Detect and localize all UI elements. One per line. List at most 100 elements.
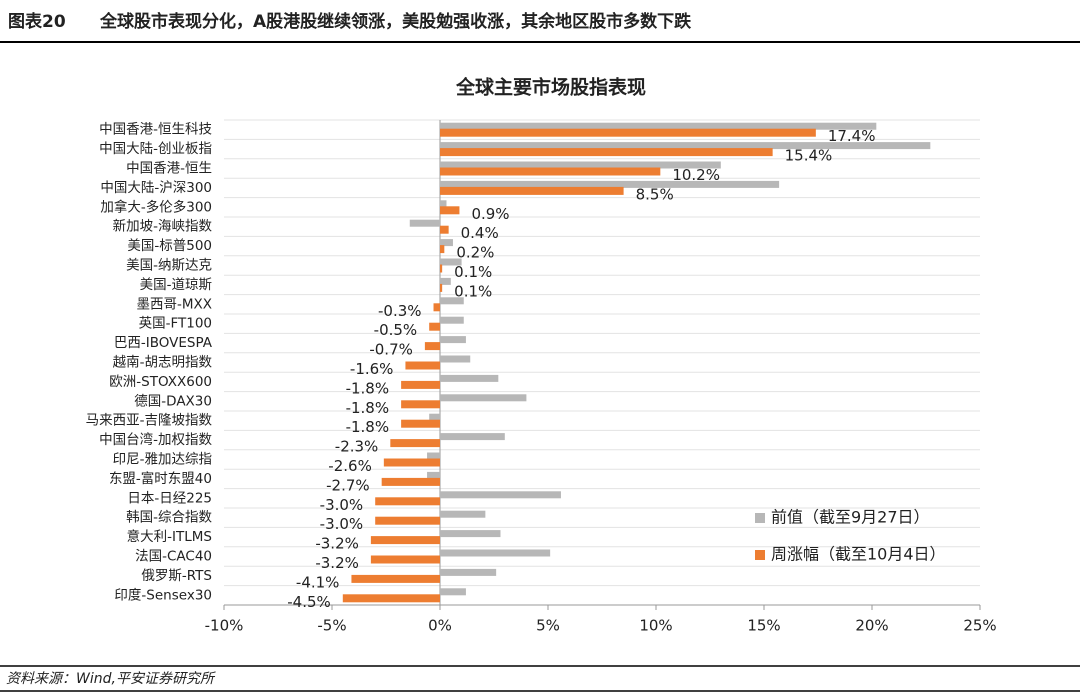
bar xyxy=(440,200,447,208)
y-tick-label: 加拿大-多伦多300 xyxy=(100,198,212,215)
x-tick-label: 5% xyxy=(536,617,560,635)
x-tick-label: 20% xyxy=(855,617,888,635)
data-label: 0.4% xyxy=(461,224,499,242)
bar xyxy=(440,530,501,538)
bar xyxy=(440,148,773,157)
y-tick-label: 俄罗斯-RTS xyxy=(141,568,212,584)
bar xyxy=(381,477,440,486)
bar xyxy=(440,283,443,292)
data-label: 0.1% xyxy=(454,263,492,281)
bar xyxy=(383,458,440,467)
y-tick-label: 东盟-富时东盟40 xyxy=(109,470,212,487)
data-label: -0.7% xyxy=(369,341,413,359)
bar xyxy=(433,303,440,312)
data-label: -2.7% xyxy=(326,476,370,494)
y-tick-label: 德国-DAX30 xyxy=(134,393,212,409)
bar xyxy=(440,225,449,234)
y-tick-label: 中国大陆-创业板指 xyxy=(99,141,212,157)
data-label: -3.2% xyxy=(315,535,359,553)
figure-label: 图表20 xyxy=(8,11,66,32)
y-tick-label: 印度-Sensex30 xyxy=(114,587,212,603)
bar xyxy=(440,297,464,305)
bar xyxy=(375,497,440,506)
y-tick-label: 法国-CAC40 xyxy=(135,549,212,565)
data-label: -2.3% xyxy=(335,438,379,456)
data-label: -1.8% xyxy=(346,379,390,397)
bar xyxy=(429,413,440,421)
data-label: -1.6% xyxy=(350,360,394,378)
y-tick-label: 美国-纳斯达克 xyxy=(126,258,212,274)
data-label: -4.5% xyxy=(287,593,331,611)
bar xyxy=(375,516,440,525)
bar xyxy=(424,342,440,351)
data-label: 0.2% xyxy=(456,244,494,262)
bar xyxy=(440,245,445,254)
bar xyxy=(440,206,460,215)
x-tick-label: 0% xyxy=(428,617,452,635)
bar xyxy=(440,316,464,324)
legend-label: 前值（截至9月27日） xyxy=(771,508,930,527)
chart-title: 全球主要市场股指表现 xyxy=(455,76,646,99)
bar xyxy=(440,588,466,596)
data-label: -1.8% xyxy=(346,418,390,436)
bar xyxy=(440,186,624,195)
x-tick-label: 10% xyxy=(639,617,672,635)
bar xyxy=(409,219,440,227)
bar xyxy=(440,568,497,576)
bar xyxy=(429,322,440,331)
data-label: -2.6% xyxy=(328,457,372,475)
bar xyxy=(440,355,471,363)
y-tick-label: 越南-胡志明指数 xyxy=(113,355,213,371)
data-label: -1.8% xyxy=(346,399,390,417)
bar xyxy=(440,142,931,150)
y-tick-label: 欧洲-STOXX600 xyxy=(109,374,212,390)
bar xyxy=(390,439,440,448)
data-label: -3.0% xyxy=(320,515,364,533)
x-tick-label: 25% xyxy=(963,617,996,635)
bar xyxy=(440,336,466,344)
bar xyxy=(440,128,816,137)
bar xyxy=(440,167,661,176)
figure-title: 全球股市表现分化，A股港股继续领涨，美股勉强收涨，其余地区股市多数下跌 xyxy=(99,11,692,32)
bar xyxy=(401,380,440,389)
y-tick-label: 美国-标普500 xyxy=(127,238,212,254)
data-label: 0.9% xyxy=(471,205,509,223)
y-tick-label: 巴西-IBOVESPA xyxy=(114,335,213,351)
data-label: 0.1% xyxy=(454,282,492,300)
bar xyxy=(351,574,440,583)
data-label: -0.3% xyxy=(378,302,422,320)
y-tick-label: 英国-FT100 xyxy=(139,315,212,332)
x-tick-label: 15% xyxy=(747,617,780,635)
data-label: -4.1% xyxy=(296,573,340,591)
bar xyxy=(440,510,486,518)
bar xyxy=(440,277,451,285)
source: 资料来源：Wind,平安证券研究所 xyxy=(6,671,216,687)
legend-swatch xyxy=(755,513,765,523)
y-tick-label: 日本-日经225 xyxy=(127,490,212,506)
bar xyxy=(440,122,877,130)
y-tick-label: 印尼-雅加达综指 xyxy=(113,452,212,468)
y-tick-label: 马来西亚-吉隆坡指数 xyxy=(86,413,213,429)
bar xyxy=(440,491,561,499)
y-tick-label: 韩国-综合指数 xyxy=(126,510,212,526)
legend-label: 周涨幅（截至10月4日） xyxy=(771,545,946,564)
y-tick-label: 新加坡-海峡指数 xyxy=(113,219,213,235)
data-label: 10.2% xyxy=(672,166,720,184)
bar xyxy=(440,549,551,557)
bar xyxy=(342,594,440,603)
y-tick-label: 美国-道琼斯 xyxy=(140,277,212,293)
bar xyxy=(440,433,505,441)
bar xyxy=(405,361,440,370)
bar xyxy=(401,419,440,428)
bar xyxy=(440,264,443,273)
y-tick-label: 意大利-ITLMS xyxy=(127,528,212,545)
data-label: -0.5% xyxy=(374,321,418,339)
bar xyxy=(440,394,527,402)
bar xyxy=(440,161,721,169)
legend-swatch xyxy=(755,550,765,560)
data-label: -3.2% xyxy=(315,554,359,572)
bar xyxy=(427,471,440,479)
data-label: 15.4% xyxy=(785,147,833,165)
